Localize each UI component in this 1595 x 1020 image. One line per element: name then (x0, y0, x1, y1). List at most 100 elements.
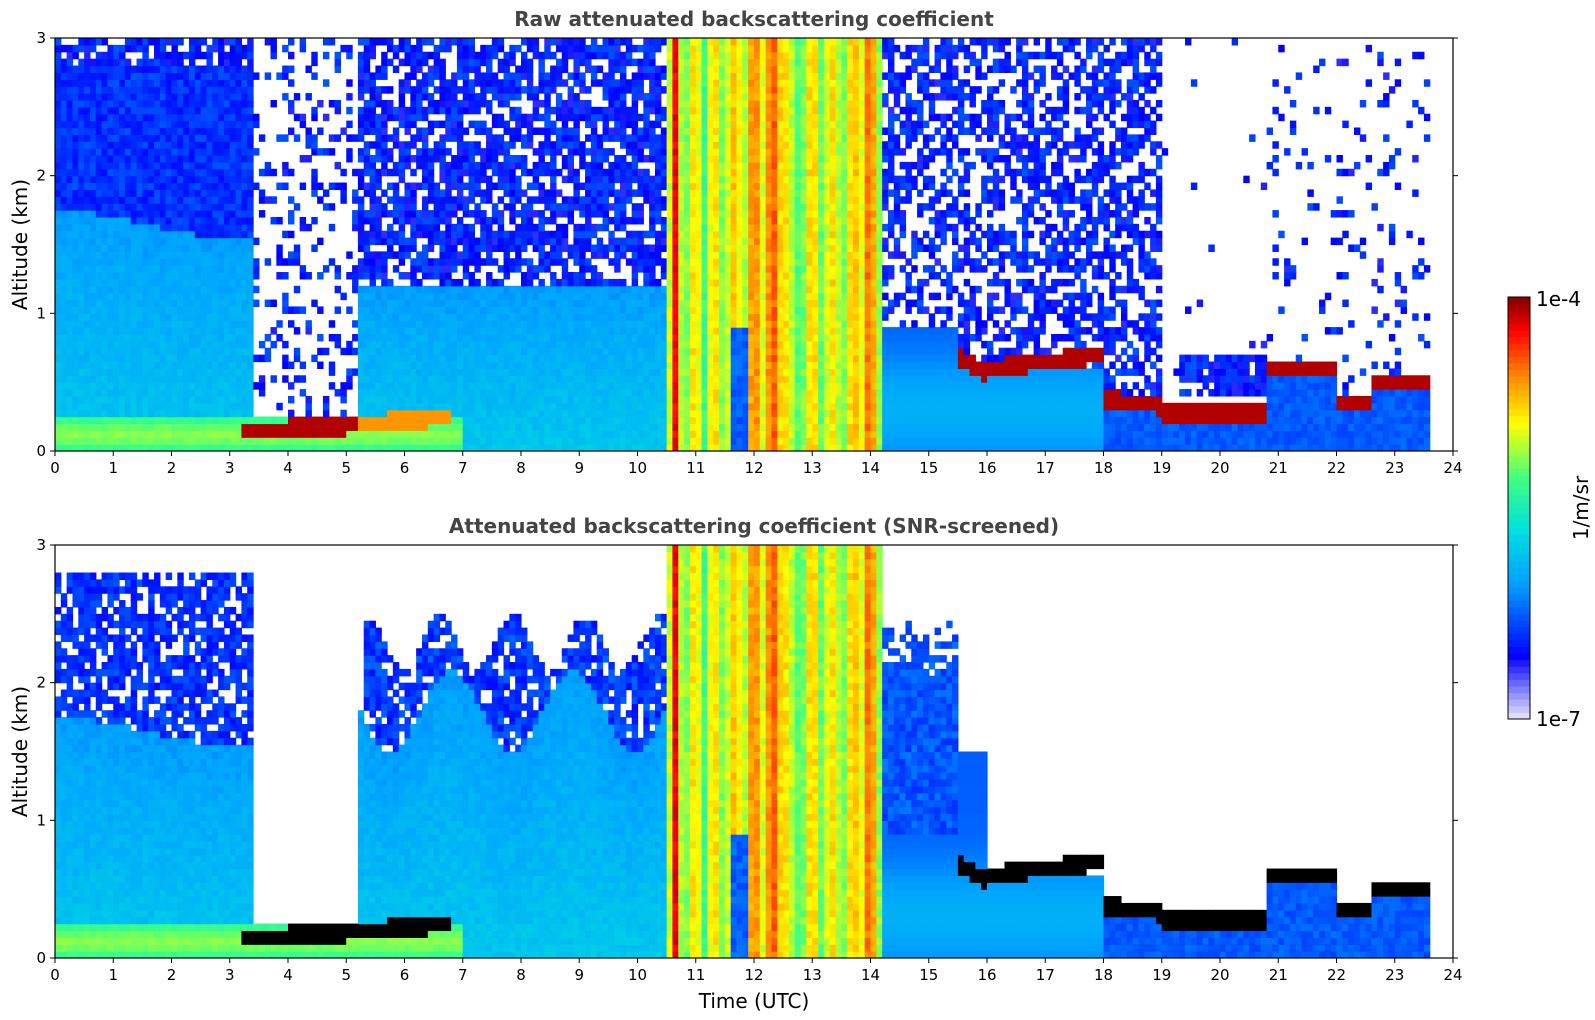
heatmap-cell (136, 237, 143, 246)
heatmap-cell (322, 423, 330, 431)
heatmap-cell (474, 306, 481, 314)
heatmap-cell (643, 395, 650, 404)
heatmap-cell (55, 292, 62, 301)
heatmap-cell (130, 79, 138, 87)
heatmap-cell (573, 437, 580, 445)
heatmap-cell (194, 320, 202, 328)
heatmap-cell (363, 292, 371, 301)
heatmap-cell (392, 285, 400, 294)
heatmap-cell (526, 216, 534, 225)
heatmap-cell (375, 65, 382, 74)
heatmap-cell (288, 168, 295, 177)
heatmap-cell (532, 320, 540, 328)
heatmap-cell (363, 127, 371, 135)
heatmap-cell (148, 340, 155, 349)
heatmap-cell (602, 361, 609, 369)
heatmap-cell (649, 409, 656, 418)
heatmap-cell (346, 437, 353, 445)
heatmap-cell (590, 444, 598, 451)
heatmap-cell (521, 244, 528, 252)
heatmap-cell (124, 127, 132, 135)
heatmap-cell (101, 423, 109, 431)
heatmap-cell (247, 340, 254, 349)
heatmap-cell (614, 189, 621, 197)
heatmap-cell (474, 416, 481, 425)
heatmap-cell (608, 44, 615, 53)
heatmap-cell (206, 134, 213, 142)
heatmap-cell (78, 299, 85, 308)
heatmap-cell (218, 120, 225, 129)
heatmap-cell (124, 120, 132, 129)
heatmap-cell (480, 44, 487, 53)
heatmap-cell (567, 354, 575, 363)
heatmap-cell (643, 430, 650, 438)
heatmap-cell (445, 223, 452, 232)
heatmap-cell (60, 223, 68, 232)
heatmap-cell (66, 134, 74, 142)
heatmap-cell (637, 361, 644, 369)
heatmap-cell (515, 244, 522, 252)
heatmap-cell (445, 368, 452, 376)
heatmap-cell (235, 216, 242, 225)
heatmap-cell (369, 354, 376, 363)
heatmap-cell (620, 299, 627, 308)
heatmap-cell (631, 382, 639, 390)
heatmap-cell (550, 189, 557, 197)
heatmap-cell (404, 285, 411, 294)
heatmap-cell (427, 106, 435, 115)
heatmap-cell (317, 306, 324, 314)
heatmap-cell (183, 423, 190, 431)
heatmap-cell (550, 175, 557, 184)
heatmap-cell (72, 127, 79, 135)
heatmap-cell (375, 99, 382, 108)
heatmap-cell (526, 278, 534, 287)
heatmap-cell (521, 437, 528, 445)
heatmap-cell (497, 292, 505, 301)
heatmap-cell (445, 216, 452, 225)
heatmap-cell (491, 141, 499, 149)
heatmap-cell (567, 395, 575, 404)
heatmap-cell (474, 189, 481, 197)
heatmap-cell (439, 79, 446, 87)
heatmap-cell (654, 161, 662, 170)
heatmap-cell (171, 361, 178, 369)
heatmap-cell (631, 292, 639, 301)
heatmap-cell (416, 265, 423, 273)
heatmap-cell (223, 320, 231, 328)
heatmap-cell (159, 168, 167, 177)
heatmap-cell (305, 444, 312, 451)
heatmap-cell (427, 340, 435, 349)
heatmap-cell (404, 409, 411, 418)
heatmap-cell (119, 44, 126, 53)
heatmap-cell (223, 306, 231, 314)
heatmap-cell (66, 382, 74, 390)
heatmap-cell (148, 361, 155, 369)
heatmap-cell (433, 99, 441, 108)
heatmap-cell (579, 278, 586, 287)
heatmap-cell (596, 79, 604, 87)
heatmap-cell (404, 72, 411, 80)
heatmap-cell (480, 86, 487, 94)
heatmap-cell (206, 347, 213, 356)
heatmap-cell (165, 155, 173, 163)
heatmap-cell (188, 389, 196, 397)
heatmap-cell (84, 155, 91, 163)
heatmap-cell (183, 79, 190, 87)
heatmap-cell (614, 285, 621, 294)
heatmap-cell (346, 79, 353, 87)
heatmap-cell (631, 278, 639, 287)
heatmap-cell (462, 38, 470, 46)
heatmap-cell (130, 389, 138, 397)
heatmap-cell (218, 65, 225, 74)
heatmap-cell (491, 354, 499, 363)
heatmap-cell (596, 278, 604, 287)
heatmap-cell (439, 292, 446, 301)
heatmap-cell (538, 51, 545, 60)
heatmap-cell (159, 437, 167, 445)
heatmap-cell (78, 306, 85, 314)
heatmap-cell (142, 120, 149, 129)
heatmap-cell (72, 44, 79, 53)
heatmap-cell (404, 189, 411, 197)
heatmap-cell (212, 258, 219, 266)
heatmap-cell (113, 244, 120, 252)
